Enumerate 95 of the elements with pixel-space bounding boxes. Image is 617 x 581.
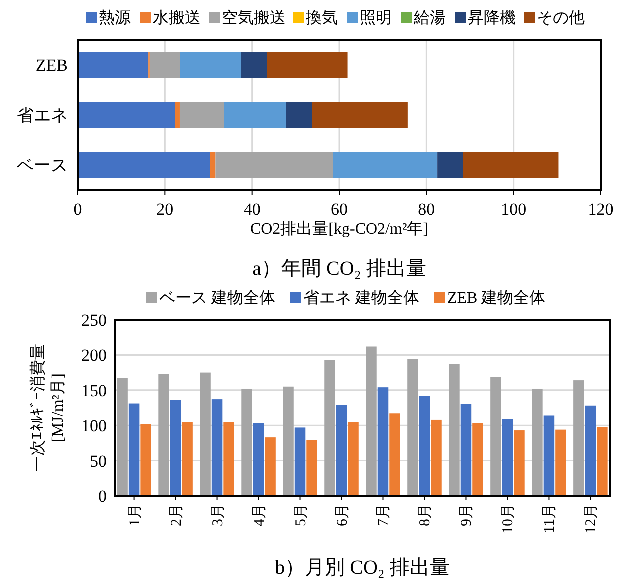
legend-label: ZEB 建物全体	[448, 289, 546, 307]
bar	[408, 359, 418, 496]
y-tick-label: ベース	[17, 156, 68, 175]
bar	[532, 388, 543, 496]
bar	[128, 404, 140, 496]
bar	[224, 422, 234, 496]
legend-label: 空気搬送	[222, 9, 286, 27]
bar	[241, 52, 268, 78]
x-tick-label: 7月	[376, 504, 392, 526]
bar	[242, 388, 252, 496]
legend-label: 換気	[306, 10, 338, 27]
bar	[267, 52, 348, 78]
bar	[140, 424, 152, 496]
bar	[556, 430, 566, 496]
bar	[490, 377, 502, 496]
x-tick-label: 4月	[252, 504, 268, 526]
x-tick-label: 80	[418, 200, 436, 219]
bar	[175, 102, 180, 128]
bar	[170, 400, 182, 496]
bar	[574, 380, 584, 496]
bar	[265, 438, 276, 496]
bar	[366, 346, 377, 496]
bar	[286, 102, 312, 128]
bar	[597, 427, 608, 496]
x-tick-label: 40	[244, 200, 261, 219]
bar	[333, 152, 438, 178]
y-tick-label: 150	[82, 381, 107, 400]
x-tick-label: 8月	[418, 504, 434, 526]
bar	[78, 52, 149, 78]
bar	[253, 423, 264, 496]
text: a）年間 CO₂ 排出量	[252, 258, 426, 280]
x-tick-label: 5月	[293, 504, 310, 526]
legend-label: 給湯	[413, 10, 446, 27]
bar	[460, 404, 472, 496]
x-tick-label: 6月	[334, 504, 351, 526]
bar	[336, 405, 348, 496]
x-tick-label: 2月	[168, 504, 185, 526]
bar	[283, 386, 294, 496]
bar	[312, 102, 408, 128]
x-tick-label: 120	[588, 200, 614, 219]
y-axis-title: 一次ｴﾈﾙｷﾞｰ消費量 [MJ/m²月]	[29, 344, 67, 472]
x-axis-title: CO2排出量[kg-CO2/m²年]	[250, 220, 429, 238]
x-tick-label: 100	[501, 200, 527, 219]
legend-label: 熱源	[99, 9, 131, 27]
bar	[117, 378, 128, 496]
x-tick-label: 11月	[542, 504, 558, 534]
bar	[419, 396, 430, 496]
bar	[324, 360, 336, 496]
bar	[212, 400, 223, 496]
bar	[585, 406, 596, 496]
legend-label: その他	[537, 10, 585, 27]
legend-label: 省エネ 建物全体	[304, 289, 420, 307]
y-tick-label: 250	[82, 311, 107, 330]
bar	[150, 52, 180, 78]
y-tick-label: 省エネ	[17, 106, 68, 125]
y-tick-label: 200	[82, 346, 107, 366]
bar	[544, 416, 555, 496]
bar	[78, 152, 210, 178]
x-tick-label: 60	[331, 200, 348, 219]
y-tick-label: 0	[98, 487, 107, 506]
bar	[390, 414, 400, 496]
bar	[449, 364, 460, 496]
bar	[158, 374, 170, 496]
bar	[216, 152, 334, 178]
x-tick-label: 20	[156, 200, 174, 219]
bar	[378, 388, 389, 496]
y-tick-label: ZEB	[36, 56, 68, 75]
text: b）月別 CO₂ 排出量	[275, 557, 450, 579]
y-tick-label: 50	[90, 452, 107, 471]
bar	[210, 152, 216, 178]
x-tick-label: 1月	[127, 504, 144, 526]
legend-label: 照明	[360, 10, 392, 27]
legend-label: ベース 建物全体	[160, 289, 276, 307]
legend-label: 水搬送	[153, 9, 201, 27]
bar	[514, 430, 525, 496]
x-tick-label: 9月	[459, 504, 476, 526]
bar	[180, 52, 241, 78]
bar	[431, 420, 442, 496]
bar	[78, 102, 176, 128]
bar	[348, 422, 359, 496]
bar	[294, 428, 306, 496]
bar	[463, 152, 559, 178]
bar	[180, 102, 224, 128]
x-tick-label: 3月	[210, 504, 226, 526]
y-tick-label: 100	[82, 416, 107, 436]
bar	[200, 372, 211, 496]
x-tick-label: 12月	[584, 504, 600, 534]
legend-label: 昇降機	[468, 9, 516, 27]
bar	[502, 419, 514, 496]
bar	[182, 422, 193, 496]
bar	[306, 440, 318, 496]
x-tick-label: 10月	[500, 504, 517, 534]
bar	[472, 423, 484, 496]
bar	[438, 152, 464, 178]
bar	[224, 102, 286, 128]
